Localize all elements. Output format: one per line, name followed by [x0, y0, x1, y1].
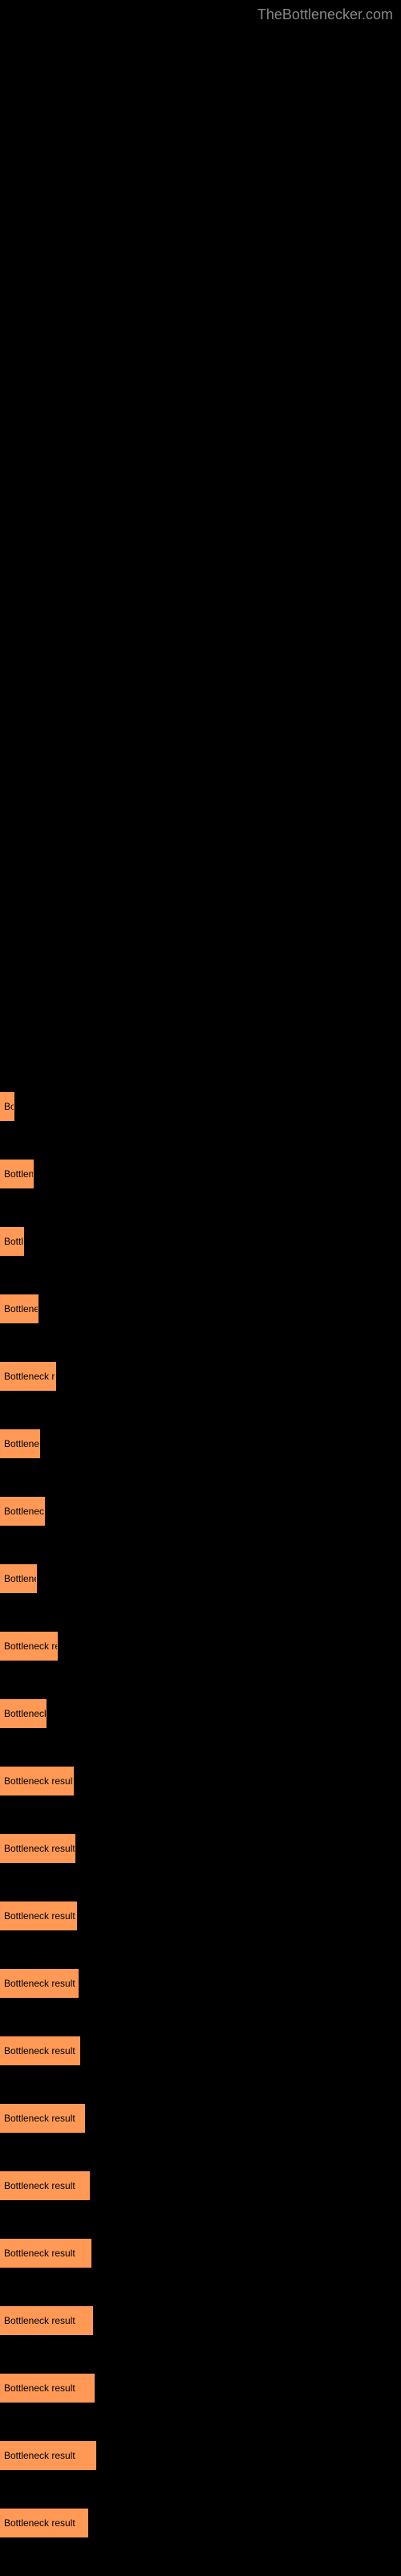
bar-chart: Bo Bottlene Bottl Bottlenec Bottleneck re Bot…: [0, 1092, 401, 2576]
bar-row: Bottleneck result: [0, 2374, 401, 2403]
bar: Bottlene: [0, 1160, 34, 1188]
bar-row: Bottleneck result: [0, 2306, 401, 2335]
bar-row: Bottleneck re: [0, 1362, 401, 1391]
bar: Bottleneck result: [0, 2374, 95, 2403]
bar-row: Bottleneck result: [0, 1834, 401, 1863]
bar: Bottleneck result: [0, 2036, 80, 2065]
bar-row: Bottlenec: [0, 1429, 401, 1458]
bar: Bottleneck result: [0, 1767, 74, 1795]
bar: Bo: [0, 1092, 14, 1121]
bar-row: Bottleneck result: [0, 2441, 401, 2470]
bar: Bottl: [0, 1227, 24, 1256]
bar: Bottleneck: [0, 1497, 45, 1526]
bar-row: Bottlene: [0, 1160, 401, 1188]
bar-row: Bottleneck result: [0, 1901, 401, 1930]
bar-row: Bottl: [0, 1227, 401, 1256]
bar-row: Bottleneck re: [0, 1632, 401, 1661]
bar: Bottleneck: [0, 1699, 47, 1728]
bar: Bottleneck result: [0, 2171, 90, 2200]
watermark-text: TheBottlenecker.com: [257, 6, 393, 23]
bar: Bottleneck result: [0, 2441, 96, 2470]
bar-row: Bottleneck result: [0, 2171, 401, 2200]
bar: Bottlene: [0, 1564, 37, 1593]
bar: Bottleneck result: [0, 2239, 91, 2268]
bar-row: Bottleneck result: [0, 2104, 401, 2133]
bar: Bottleneck re: [0, 1362, 56, 1391]
bar-row: Bottleneck result: [0, 2239, 401, 2268]
bar-row: Bottlene: [0, 1564, 401, 1593]
bar: Bottleneck result: [0, 1834, 75, 1863]
bar-row: Bottleneck result: [0, 1767, 401, 1795]
bar-row: Bottleneck: [0, 1699, 401, 1728]
bar: Bottleneck result: [0, 2306, 93, 2335]
bar-row: Bottleneck: [0, 1497, 401, 1526]
bar: Bottlenec: [0, 1429, 40, 1458]
bar-row: Bottleneck result: [0, 1969, 401, 1998]
bar-row: Bottleneck result: [0, 2509, 401, 2537]
bar: Bottleneck re: [0, 1632, 58, 1661]
bar: Bottleneck result: [0, 1901, 77, 1930]
bar: Bottleneck result: [0, 1969, 79, 1998]
bar-row: Bottleneck result: [0, 2036, 401, 2065]
bar: Bottleneck result: [0, 2509, 88, 2537]
bar: Bottleneck result: [0, 2104, 85, 2133]
bar-row: Bo: [0, 1092, 401, 1121]
bar-row: Bottlenec: [0, 1294, 401, 1323]
bar: Bottlenec: [0, 1294, 38, 1323]
